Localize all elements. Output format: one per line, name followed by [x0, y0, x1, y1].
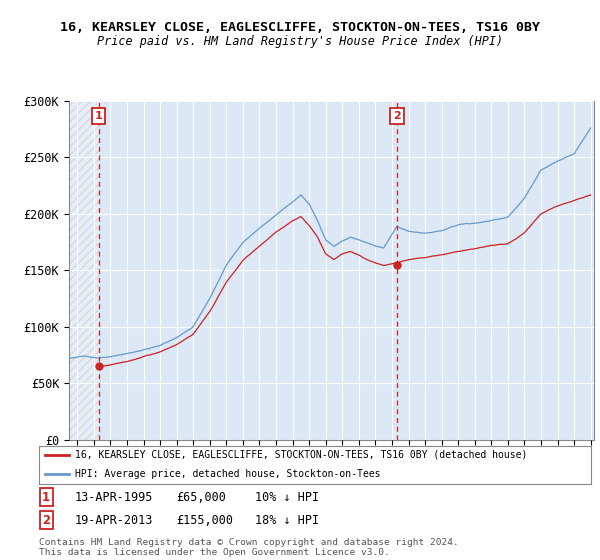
Text: HPI: Average price, detached house, Stockton-on-Tees: HPI: Average price, detached house, Stoc… [75, 469, 380, 479]
Text: Contains HM Land Registry data © Crown copyright and database right 2024.
This d: Contains HM Land Registry data © Crown c… [39, 538, 459, 557]
Text: 13-APR-1995: 13-APR-1995 [75, 491, 154, 504]
Text: 16, KEARSLEY CLOSE, EAGLESCLIFFE, STOCKTON-ON-TEES, TS16 0BY: 16, KEARSLEY CLOSE, EAGLESCLIFFE, STOCKT… [60, 21, 540, 34]
Text: 1: 1 [95, 111, 103, 121]
Text: 16, KEARSLEY CLOSE, EAGLESCLIFFE, STOCKTON-ON-TEES, TS16 0BY (detached house): 16, KEARSLEY CLOSE, EAGLESCLIFFE, STOCKT… [75, 450, 527, 460]
Text: 2: 2 [393, 111, 401, 121]
Text: 10% ↓ HPI: 10% ↓ HPI [255, 491, 319, 504]
Text: Price paid vs. HM Land Registry's House Price Index (HPI): Price paid vs. HM Land Registry's House … [97, 35, 503, 48]
Bar [69, 101, 98, 440]
Text: £65,000: £65,000 [176, 491, 226, 504]
Text: 18% ↓ HPI: 18% ↓ HPI [255, 514, 319, 527]
Text: £155,000: £155,000 [176, 514, 233, 527]
Text: 2: 2 [42, 514, 50, 527]
Text: 19-APR-2013: 19-APR-2013 [75, 514, 154, 527]
Text: 1: 1 [42, 491, 50, 504]
